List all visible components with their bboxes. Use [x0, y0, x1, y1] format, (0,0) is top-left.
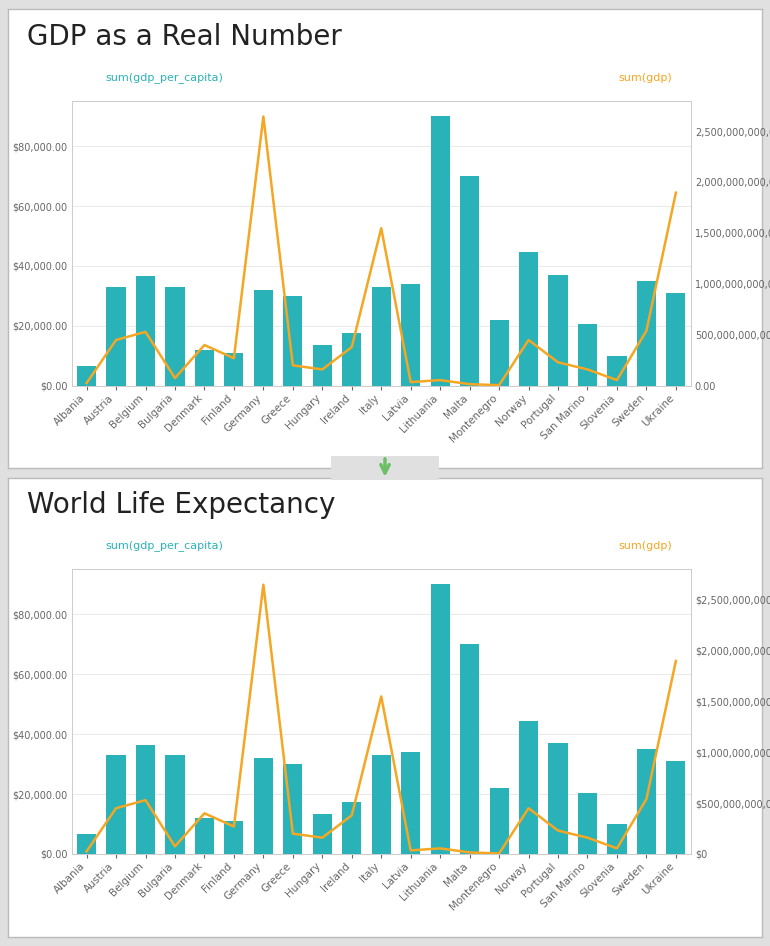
Text: GDP as a Real Number: GDP as a Real Number	[26, 24, 341, 51]
Text: sum(gdp_per_capita): sum(gdp_per_capita)	[105, 72, 223, 83]
Text: World Life Expectancy: World Life Expectancy	[26, 492, 335, 519]
Text: sum(gdp): sum(gdp)	[618, 73, 671, 83]
Text: sum(gdp): sum(gdp)	[618, 541, 671, 552]
Text: sum(gdp_per_capita): sum(gdp_per_capita)	[105, 540, 223, 552]
